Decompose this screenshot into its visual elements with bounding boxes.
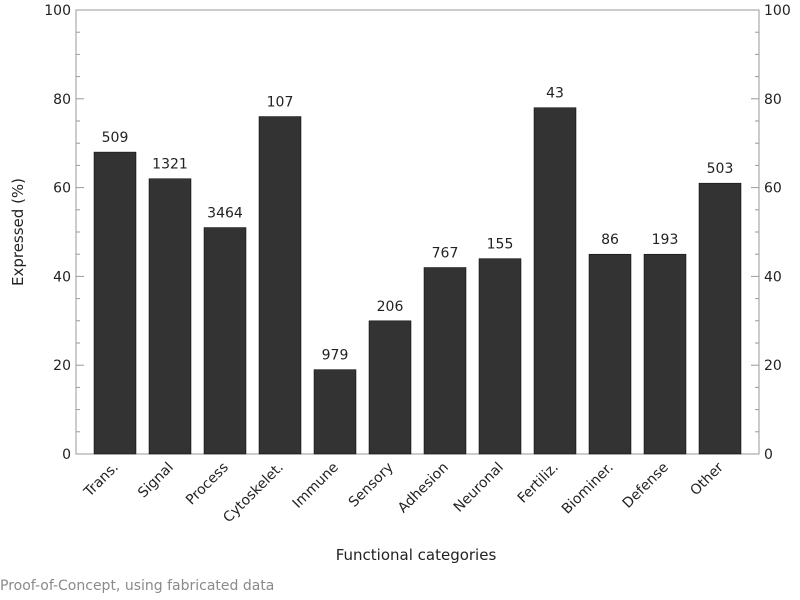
left-tick-label: 100 [44, 3, 71, 19]
left-tick-label: 20 [53, 358, 71, 374]
x-tick-label: Immune [290, 460, 342, 512]
bar-value-labels: 509 1321 3464 107 979 206 767 155 43 86 193 503 [102, 86, 734, 364]
bar-cytoskelet [258, 116, 302, 455]
x-tick-label: Adhesion [395, 460, 452, 517]
right-y-axis: 0 20 40 60 80 100 [751, 3, 791, 463]
footer-note: Proof-of-Concept, using fabricated data [0, 578, 275, 594]
bar-biominer [588, 253, 632, 455]
bar-value-label: 193 [652, 232, 679, 248]
left-tick-label: 80 [53, 92, 71, 108]
x-tick-label: Sensory [346, 460, 397, 511]
left-tick-label: 40 [53, 269, 71, 285]
x-tick-label: Trans. [80, 460, 121, 501]
bar-process [203, 227, 247, 455]
bar-value-label: 503 [707, 161, 734, 177]
bar-value-label: 86 [601, 232, 619, 248]
bar-trans [93, 151, 137, 455]
bar-value-label: 155 [487, 237, 514, 253]
bar-neuronal [478, 258, 522, 455]
bar-value-label: 767 [432, 246, 459, 262]
bar-value-label: 206 [377, 299, 404, 315]
bars-layer [93, 107, 742, 455]
left-y-axis: 0 20 40 60 80 100 [44, 3, 84, 463]
x-axis-title: Functional categories [336, 546, 497, 564]
x-tick-label: Signal [135, 460, 177, 502]
bar-sensory [368, 320, 412, 455]
bar-value-label: 43 [546, 86, 564, 102]
bar-value-label: 509 [102, 130, 129, 146]
bar-signal [148, 178, 192, 455]
left-tick-label: 60 [53, 181, 71, 197]
right-tick-label: 100 [764, 3, 791, 19]
bar-fertiliz [533, 107, 577, 455]
y-axis-title: Expressed (%) [9, 178, 27, 286]
x-tick-label: Defense [620, 460, 672, 512]
x-tick-label: Process [183, 460, 232, 509]
bar-value-label: 1321 [152, 157, 188, 173]
x-tick-label: Other [687, 459, 727, 499]
bar-value-label: 107 [267, 95, 294, 111]
bar-defense [643, 253, 687, 455]
right-tick-label: 60 [764, 181, 782, 197]
x-tick-label: Fertiliz. [515, 460, 562, 507]
right-tick-label: 40 [764, 269, 782, 285]
bar-value-label: 979 [322, 348, 349, 364]
right-tick-label: 20 [764, 358, 782, 374]
right-tick-label: 80 [764, 92, 782, 108]
x-tick-label: Biominer. [559, 460, 617, 518]
x-tick-label: Neuronal [451, 460, 507, 516]
bar-adhesion [423, 267, 467, 455]
left-tick-label: 0 [62, 447, 71, 463]
bar-value-label: 3464 [207, 206, 243, 222]
right-tick-label: 0 [764, 447, 773, 463]
bar-other [698, 182, 742, 455]
bar-immune [313, 369, 357, 455]
